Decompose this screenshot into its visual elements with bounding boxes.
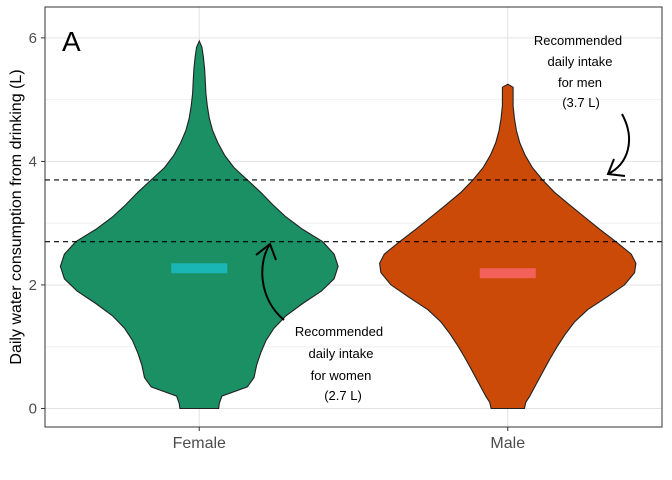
violins [59,39,637,410]
y-tick-label: 4 [29,153,37,170]
median-marker-male [479,268,536,279]
y-tick-label: 2 [29,277,37,294]
x-tick-label: Female [173,435,226,452]
median-markers [171,263,536,279]
violin-female [59,39,339,410]
y-tick-label: 6 [29,30,37,47]
median-marker-female [171,263,228,274]
y-tick-label: 0 [29,400,37,417]
y-axis-label: Daily water consumption from drinking (L… [8,69,25,364]
annotation-women-line-3: for women [311,368,372,383]
arrow-women-icon [261,243,285,321]
x-tick-label: Male [490,435,525,452]
annotation-women: Recommended daily intake for women (2.7 … [255,242,383,403]
y-axis-ticks: 0 2 4 6 [29,30,45,417]
annotation-women-line-2: daily intake [308,346,373,361]
x-axis-ticks: Female Male [173,427,525,452]
violin-male [379,83,637,410]
annotation-men-line-1: Recommended [534,33,622,48]
annotation-men-line-2: daily intake [547,54,612,69]
annotation-women-line-1: Recommended [295,324,383,339]
annotation-men: Recommended daily intake for men (3.7 L) [534,33,631,177]
reference-lines [45,179,662,243]
annotation-men-line-4: (3.7 L) [562,95,600,110]
arrow-men-icon [607,113,631,175]
arrowhead-women-icon [255,242,277,261]
plot-panel-border [44,6,663,428]
annotation-men-line-3: for men [558,75,602,90]
annotation-women-line-4: (2.7 L) [324,388,362,403]
arrowhead-men-icon [606,158,626,177]
panel-label: A [62,26,81,57]
